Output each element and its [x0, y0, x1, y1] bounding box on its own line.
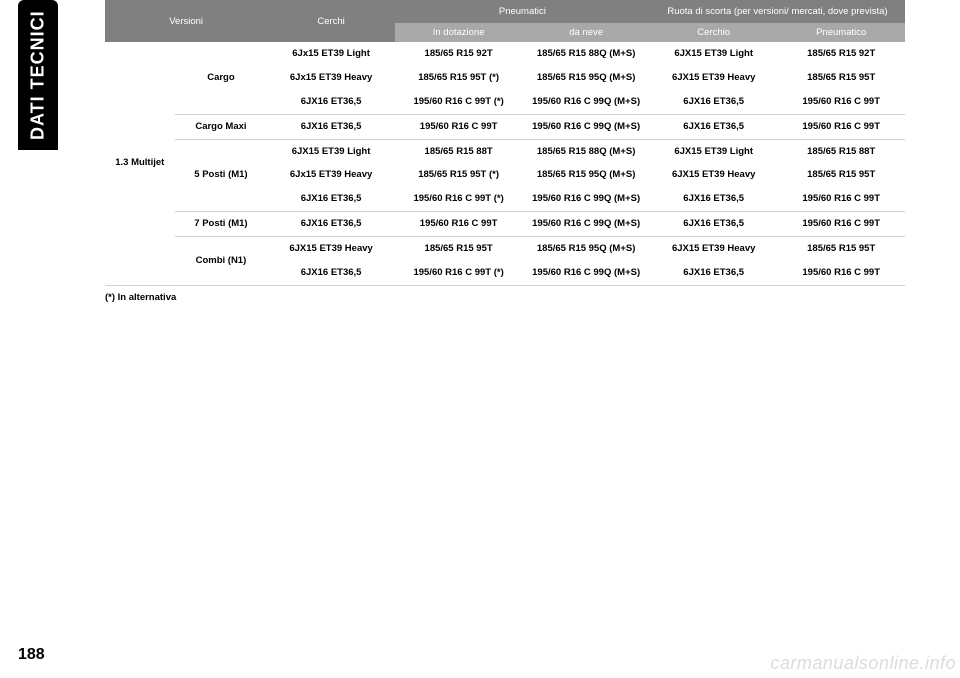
header-ruota: Ruota di scorta (per versioni/ mercati, … [650, 0, 905, 23]
cell-cerchi: 6Jx15 ET39 Light [267, 42, 395, 66]
cell-cerchi: 6JX16 ET36,5 [267, 212, 395, 237]
cell-dot: 195/60 R16 C 99T (*) [395, 90, 523, 114]
header-versioni: Versioni [105, 0, 267, 42]
cell-dot: 185/65 R15 95T [395, 237, 523, 261]
cell-pneu2: 195/60 R16 C 99T [777, 187, 905, 211]
cell-cerchio2: 6JX15 ET39 Light [650, 42, 778, 66]
watermark: carmanualsonline.info [770, 653, 956, 674]
cell-cerchi: 6JX15 ET39 Light [267, 139, 395, 163]
group-7posti: 7 Posti (M1) [175, 212, 268, 237]
cell-neve: 195/60 R16 C 99Q (M+S) [522, 90, 650, 114]
cell-cerchio2: 6JX15 ET39 Light [650, 139, 778, 163]
cell-cerchi: 6Jx15 ET39 Heavy [267, 163, 395, 187]
group-combi: Combi (N1) [175, 237, 268, 286]
cell-cerchio2: 6JX16 ET36,5 [650, 114, 778, 139]
header-in-dotazione: In dotazione [395, 23, 523, 42]
cell-dot: 185/65 R15 95T (*) [395, 163, 523, 187]
cell-pneu2: 185/65 R15 95T [777, 163, 905, 187]
cell-pneu2: 185/65 R15 88T [777, 139, 905, 163]
cell-pneu2: 185/65 R15 95T [777, 66, 905, 90]
cell-cerchio2: 6JX15 ET39 Heavy [650, 237, 778, 261]
header-pneumatico: Pneumatico [777, 23, 905, 42]
cell-neve: 195/60 R16 C 99Q (M+S) [522, 114, 650, 139]
cell-cerchi: 6JX16 ET36,5 [267, 261, 395, 285]
spec-table: Versioni Cerchi Pneumatici Ruota di scor… [105, 0, 905, 286]
cell-cerchio2: 6JX16 ET36,5 [650, 212, 778, 237]
cell-cerchio2: 6JX16 ET36,5 [650, 187, 778, 211]
cell-cerchi: 6JX16 ET36,5 [267, 187, 395, 211]
cell-neve: 195/60 R16 C 99Q (M+S) [522, 187, 650, 211]
section-tab: DATI TECNICI [18, 0, 58, 150]
cell-neve: 185/65 R15 95Q (M+S) [522, 66, 650, 90]
cell-cerchi: 6JX16 ET36,5 [267, 90, 395, 114]
cell-cerchio2: 6JX16 ET36,5 [650, 90, 778, 114]
cell-pneu2: 185/65 R15 95T [777, 237, 905, 261]
header-cerchio: Cerchio [650, 23, 778, 42]
cell-dot: 185/65 R15 88T [395, 139, 523, 163]
cell-neve: 185/65 R15 95Q (M+S) [522, 237, 650, 261]
cell-pneu2: 195/60 R16 C 99T [777, 90, 905, 114]
cell-dot: 185/65 R15 95T (*) [395, 66, 523, 90]
header-cerchi: Cerchi [267, 0, 395, 42]
cell-cerchi: 6Jx15 ET39 Heavy [267, 66, 395, 90]
header-pneumatici: Pneumatici [395, 0, 650, 23]
cell-cerchio2: 6JX15 ET39 Heavy [650, 66, 778, 90]
group-cargo-maxi: Cargo Maxi [175, 114, 268, 139]
page-number: 188 [18, 646, 45, 664]
cell-neve: 185/65 R15 88Q (M+S) [522, 139, 650, 163]
cell-cerchio2: 6JX15 ET39 Heavy [650, 163, 778, 187]
cell-neve: 185/65 R15 88Q (M+S) [522, 42, 650, 66]
content-area: Versioni Cerchi Pneumatici Ruota di scor… [105, 0, 905, 303]
cell-dot: 195/60 R16 C 99T [395, 212, 523, 237]
cell-neve: 195/60 R16 C 99Q (M+S) [522, 261, 650, 285]
header-da-neve: da neve [522, 23, 650, 42]
page: DATI TECNICI Versioni Cerchi Pneumatici … [0, 0, 960, 678]
cell-cerchi: 6JX16 ET36,5 [267, 114, 395, 139]
group-5posti: 5 Posti (M1) [175, 139, 268, 212]
cell-pneu2: 195/60 R16 C 99T [777, 212, 905, 237]
cell-cerchio2: 6JX16 ET36,5 [650, 261, 778, 285]
cell-pneu2: 185/65 R15 92T [777, 42, 905, 66]
cell-dot: 195/60 R16 C 99T [395, 114, 523, 139]
group-cargo: Cargo [175, 42, 268, 114]
cell-neve: 195/60 R16 C 99Q (M+S) [522, 212, 650, 237]
footnote: (*) In alternativa [105, 292, 905, 303]
cell-dot: 195/60 R16 C 99T (*) [395, 187, 523, 211]
engine-label: 1.3 Multijet [105, 42, 175, 285]
cell-dot: 195/60 R16 C 99T (*) [395, 261, 523, 285]
cell-dot: 185/65 R15 92T [395, 42, 523, 66]
cell-pneu2: 195/60 R16 C 99T [777, 261, 905, 285]
cell-neve: 185/65 R15 95Q (M+S) [522, 163, 650, 187]
cell-pneu2: 195/60 R16 C 99T [777, 114, 905, 139]
cell-cerchi: 6JX15 ET39 Heavy [267, 237, 395, 261]
